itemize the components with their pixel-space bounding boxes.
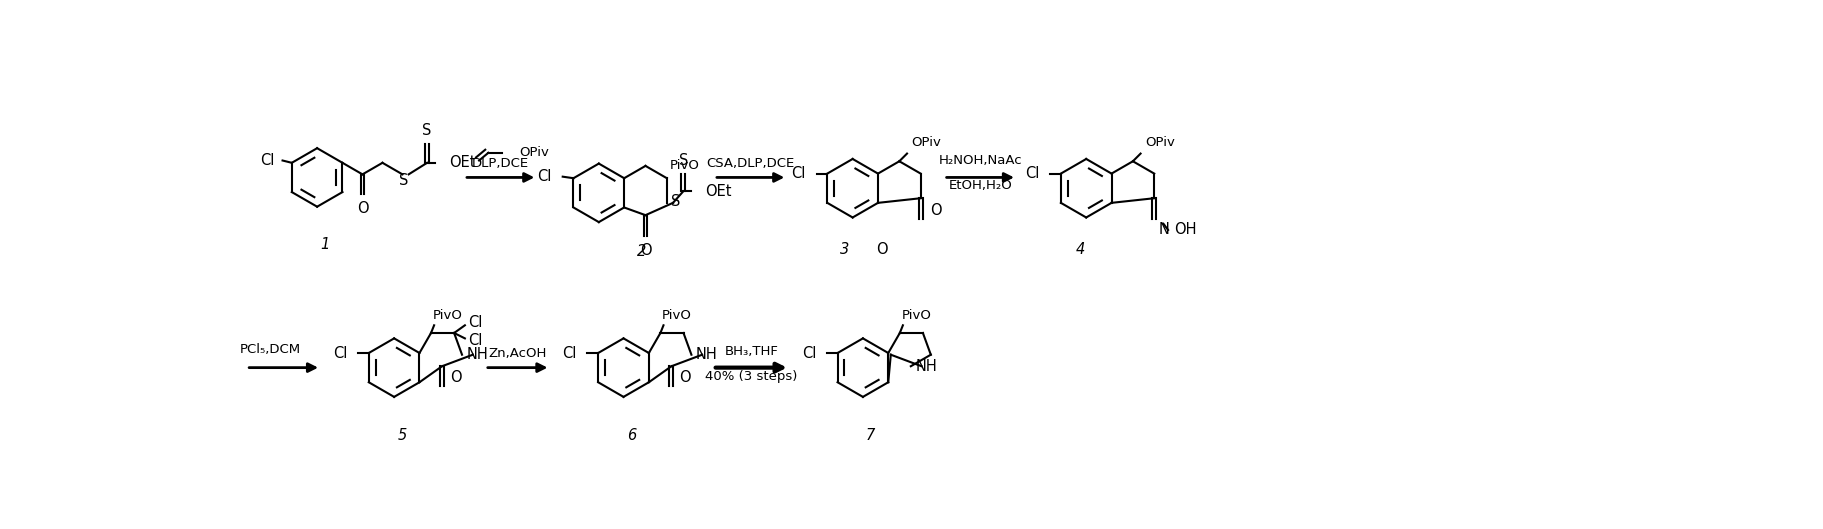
Text: H₂NOH,NaAc: H₂NOH,NaAc [939, 154, 1023, 168]
Text: 3: 3 [840, 242, 850, 257]
Text: O: O [930, 203, 941, 218]
Text: Zn,AcOH: Zn,AcOH [489, 347, 547, 360]
Text: OH: OH [1174, 223, 1196, 238]
Text: 2: 2 [636, 244, 647, 259]
Text: EtOH,H₂O: EtOH,H₂O [948, 179, 1012, 192]
Text: O: O [450, 370, 461, 385]
Text: Cl: Cl [561, 345, 576, 360]
Text: O: O [680, 370, 691, 385]
Text: Cl: Cl [802, 345, 817, 360]
Text: O: O [875, 242, 888, 257]
Text: Cl: Cl [469, 315, 483, 330]
Text: OPiv: OPiv [1145, 136, 1176, 149]
Text: S: S [678, 153, 687, 168]
Text: S: S [399, 173, 408, 188]
Text: PivO: PivO [901, 309, 932, 322]
Text: 5: 5 [397, 428, 407, 443]
Text: O: O [357, 201, 368, 216]
Text: CSA,DLP,DCE: CSA,DLP,DCE [707, 157, 795, 170]
Text: PivO: PivO [432, 309, 463, 322]
Text: NH: NH [915, 359, 937, 374]
Text: NH: NH [467, 347, 489, 362]
Text: OPiv: OPiv [912, 136, 941, 149]
Text: S: S [423, 123, 432, 138]
Text: 40% (3 steps): 40% (3 steps) [706, 370, 797, 383]
Text: DLP,DCE: DLP,DCE [472, 157, 529, 170]
Text: 7: 7 [866, 428, 875, 443]
Text: 6: 6 [627, 428, 636, 443]
Text: OEt: OEt [448, 156, 476, 170]
Text: NH: NH [696, 347, 718, 362]
Text: Cl: Cl [791, 166, 806, 181]
Text: Cl: Cl [1025, 166, 1039, 181]
Text: OEt: OEt [706, 184, 731, 199]
Text: N: N [1159, 222, 1170, 237]
Text: S: S [671, 194, 680, 209]
Text: 4: 4 [1076, 242, 1085, 257]
Text: OPiv: OPiv [520, 147, 549, 159]
Text: 1: 1 [321, 237, 330, 252]
Text: Cl: Cl [261, 153, 275, 168]
Text: Cl: Cl [469, 333, 483, 348]
Text: PivO: PivO [669, 159, 700, 172]
Text: PivO: PivO [662, 309, 691, 322]
Text: O: O [640, 243, 651, 258]
Text: Cl: Cl [538, 169, 552, 184]
Text: PCl₅,DCM: PCl₅,DCM [241, 343, 301, 356]
Text: Cl: Cl [334, 345, 346, 360]
Text: BH₃,THF: BH₃,THF [724, 345, 778, 358]
